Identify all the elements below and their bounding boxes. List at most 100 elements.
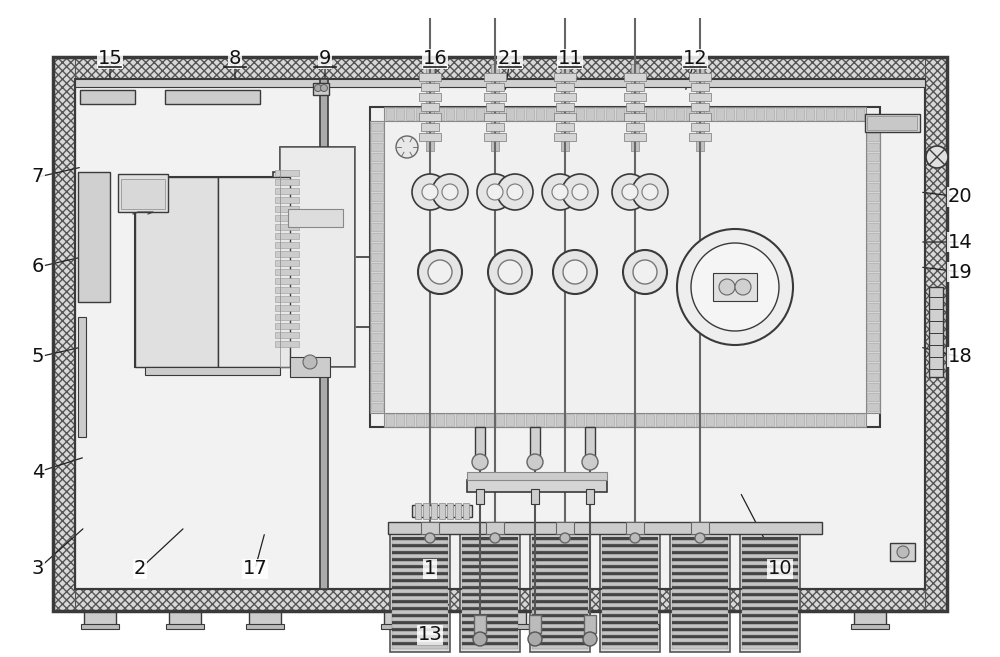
Bar [691, 83, 709, 91]
Circle shape [633, 260, 657, 284]
Bar [462, 631, 518, 635]
Bar [532, 589, 588, 593]
Bar [706, 108, 714, 120]
Bar [462, 579, 518, 582]
Bar [846, 414, 854, 426]
Bar [867, 373, 879, 381]
Bar [516, 108, 524, 120]
Bar [646, 108, 654, 120]
Bar [392, 568, 448, 572]
Bar [631, 64, 639, 151]
Bar [586, 489, 594, 504]
Bar [486, 103, 504, 111]
Bar [392, 617, 448, 621]
Bar [246, 624, 284, 629]
Bar [602, 593, 658, 596]
Bar [371, 143, 383, 151]
Bar [390, 534, 450, 652]
Bar [796, 108, 804, 120]
Bar [392, 638, 448, 642]
Bar [532, 603, 588, 607]
Bar [275, 242, 299, 248]
Bar [602, 582, 658, 586]
Bar [742, 554, 798, 558]
Bar [396, 414, 404, 426]
Bar [742, 610, 798, 614]
Bar [78, 172, 110, 302]
Bar [816, 414, 824, 426]
Bar [556, 123, 574, 131]
Bar [53, 57, 75, 611]
Bar [532, 537, 588, 540]
Circle shape [695, 533, 705, 543]
Circle shape [422, 184, 438, 200]
Bar [53, 57, 947, 79]
Bar [462, 544, 518, 547]
Bar [576, 414, 584, 426]
Bar [392, 554, 448, 558]
Bar [462, 628, 518, 631]
Text: 11: 11 [558, 49, 582, 68]
Bar [867, 363, 879, 371]
Bar [556, 108, 564, 120]
Bar [371, 403, 383, 411]
Bar [602, 558, 658, 561]
Bar [602, 624, 658, 628]
Bar [392, 607, 448, 610]
Bar [75, 79, 925, 87]
Bar [275, 215, 299, 221]
Bar [742, 642, 798, 645]
Bar [646, 414, 654, 426]
Text: 10: 10 [768, 560, 792, 579]
Bar [602, 568, 658, 572]
Circle shape [498, 260, 522, 284]
Bar [135, 177, 290, 367]
Bar [867, 293, 879, 301]
Bar [421, 103, 439, 111]
Bar [484, 113, 506, 121]
Bar [606, 108, 614, 120]
Circle shape [527, 454, 543, 470]
Bar [586, 414, 594, 426]
Bar [867, 223, 879, 231]
Bar [145, 367, 280, 375]
Bar [456, 108, 464, 120]
Circle shape [477, 174, 513, 210]
Bar [462, 642, 518, 645]
Bar [462, 586, 518, 589]
Bar [689, 93, 711, 101]
Bar [626, 522, 644, 534]
Bar [806, 414, 814, 426]
Bar [532, 568, 588, 572]
Bar [867, 213, 879, 221]
Bar [275, 206, 299, 212]
Bar [532, 600, 588, 603]
Bar [462, 575, 518, 579]
Bar [672, 537, 728, 540]
Bar [392, 631, 448, 635]
Bar [602, 638, 658, 642]
Bar [867, 243, 879, 251]
Bar [621, 624, 659, 629]
Bar [371, 123, 383, 131]
Bar [686, 108, 694, 120]
Bar [371, 223, 383, 231]
Text: 2: 2 [134, 560, 146, 579]
Bar [386, 108, 394, 120]
Bar [672, 593, 728, 596]
Bar [606, 414, 614, 426]
Bar [371, 273, 383, 281]
Bar [419, 113, 441, 121]
Bar [867, 273, 879, 281]
Bar [532, 554, 588, 558]
Bar [672, 621, 728, 624]
Text: 13: 13 [418, 625, 442, 645]
Bar [406, 108, 414, 120]
Circle shape [632, 174, 668, 210]
Bar [392, 565, 448, 568]
Bar [776, 414, 784, 426]
Bar [436, 108, 444, 120]
Bar [556, 522, 574, 534]
Bar [392, 561, 448, 565]
Bar [742, 603, 798, 607]
